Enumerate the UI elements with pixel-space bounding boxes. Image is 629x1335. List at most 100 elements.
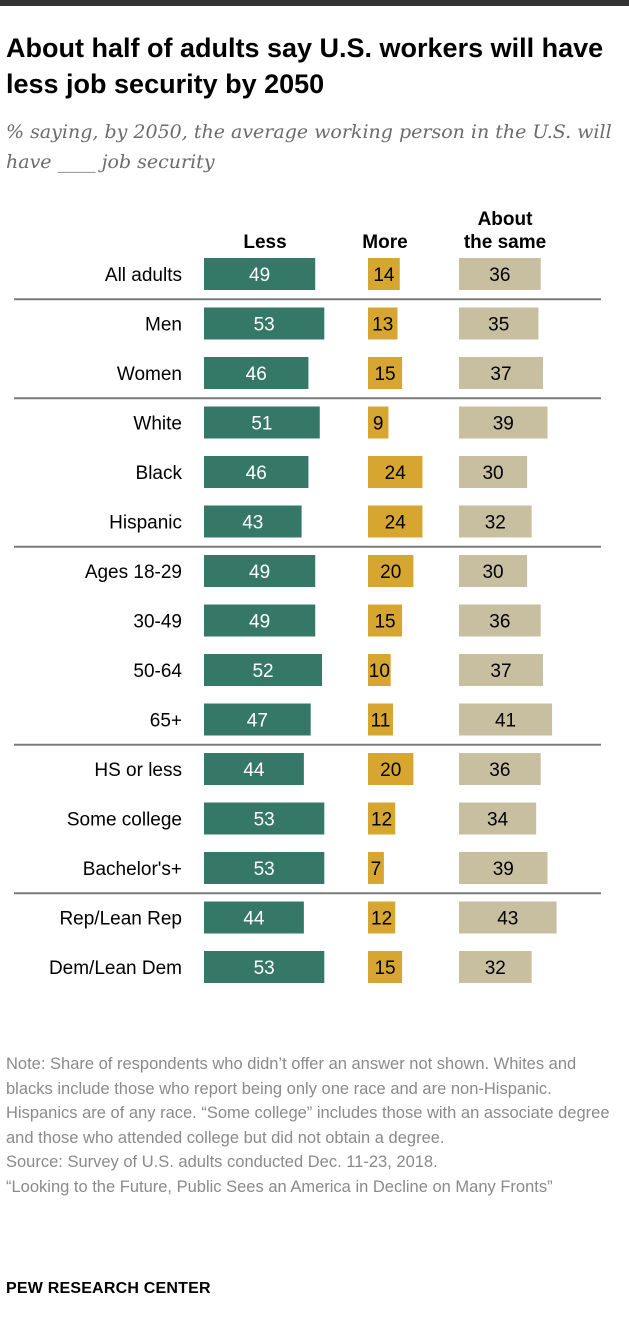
- bar-more: [368, 258, 400, 290]
- data-label-less: 43: [242, 513, 263, 534]
- bar-more: [368, 505, 423, 538]
- row-label: 65+: [150, 711, 182, 732]
- row-label: Women: [117, 364, 182, 385]
- brand-logo-text: PEW RESEARCH CENTER: [6, 1280, 211, 1297]
- data-label-about-the-same: 39: [493, 859, 514, 880]
- bar-more: [368, 555, 414, 587]
- data-label-about-the-same: 36: [489, 265, 510, 286]
- data-label-about-the-same: 34: [487, 810, 509, 831]
- column-header-about-the-same: the same: [464, 232, 546, 253]
- data-label-less: 51: [251, 414, 272, 435]
- bar-more: [368, 307, 398, 340]
- row-label: 30-49: [133, 612, 182, 633]
- row-label: Bachelor's+: [83, 859, 182, 880]
- bar-more: [368, 802, 396, 835]
- data-label-about-the-same: 43: [497, 909, 518, 930]
- data-label-about-the-same: 39: [493, 414, 514, 435]
- data-label-less: 49: [249, 265, 270, 286]
- row-label: Rep/Lean Rep: [59, 909, 182, 930]
- data-label-more: 12: [371, 810, 392, 831]
- bar-less: [204, 951, 325, 983]
- data-label-less: 44: [243, 760, 265, 781]
- data-label-more: 13: [372, 315, 393, 336]
- row-label: Ages 18-29: [85, 562, 182, 583]
- data-label-more: 15: [374, 612, 395, 633]
- data-label-less: 53: [254, 859, 275, 880]
- bar-about-the-same: [459, 258, 541, 290]
- data-label-about-the-same: 36: [489, 760, 510, 781]
- bar-less: [204, 505, 302, 538]
- data-label-more: 10: [369, 661, 390, 682]
- bar-less: [204, 555, 316, 587]
- bar-about-the-same: [459, 703, 553, 736]
- bar-less: [204, 456, 309, 488]
- top-rule: [0, 0, 629, 6]
- footer-note: Note: Share of respondents who didn’t of…: [6, 1055, 610, 1147]
- bar-more: [368, 703, 393, 736]
- data-label-less: 46: [246, 463, 267, 484]
- row-label: White: [133, 414, 182, 435]
- bar-less: [204, 604, 316, 637]
- data-label-more: 24: [385, 463, 407, 484]
- bar-less: [204, 901, 304, 934]
- data-label-less: 46: [246, 364, 267, 385]
- row-label: Some college: [67, 810, 182, 831]
- bar-less: [204, 357, 309, 389]
- data-label-less: 53: [254, 958, 275, 979]
- bar-about-the-same: [459, 456, 528, 488]
- row-label: Dem/Lean Dem: [49, 958, 182, 979]
- data-label-about-the-same: 36: [489, 612, 510, 633]
- bar-about-the-same: [459, 505, 532, 538]
- bar-less: [204, 802, 325, 835]
- data-label-more: 12: [371, 909, 392, 930]
- data-label-more: 14: [373, 265, 395, 286]
- bar-more: [368, 753, 414, 785]
- bar-more: [368, 456, 423, 488]
- row-label: Hispanic: [109, 513, 182, 534]
- column-header-less: Less: [243, 232, 286, 253]
- footer-source: Source: Survey of U.S. adults conducted …: [6, 1153, 438, 1171]
- data-label-less: 44: [243, 909, 265, 930]
- bar-about-the-same: [459, 852, 548, 884]
- bar-less: [204, 307, 325, 340]
- bar-about-the-same: [459, 406, 548, 439]
- bar-less: [204, 654, 323, 686]
- data-label-more: 11: [371, 711, 391, 732]
- row-label: Black: [136, 463, 183, 484]
- data-label-more: 9: [373, 414, 384, 435]
- bar-more: [368, 604, 403, 637]
- bar-more: [368, 654, 391, 686]
- bar-more: [368, 852, 384, 884]
- data-label-more: 15: [374, 364, 395, 385]
- data-label-less: 53: [254, 315, 275, 336]
- bar-less: [204, 703, 311, 736]
- data-label-less: 52: [252, 661, 273, 682]
- data-label-about-the-same: 32: [485, 513, 506, 534]
- data-label-more: 15: [374, 958, 395, 979]
- data-label-about-the-same: 32: [485, 958, 506, 979]
- bar-about-the-same: [459, 901, 557, 934]
- bar-less: [204, 852, 325, 884]
- data-label-more: 20: [380, 562, 401, 583]
- bar-about-the-same: [459, 654, 543, 686]
- data-label-less: 49: [249, 612, 270, 633]
- chart-subtitle: % saying, by 2050, the average working p…: [6, 121, 612, 173]
- data-label-about-the-same: 30: [482, 562, 503, 583]
- data-label-about-the-same: 41: [495, 711, 516, 732]
- bar-more: [368, 406, 389, 439]
- data-label-more: 24: [385, 513, 407, 534]
- bar-about-the-same: [459, 802, 537, 835]
- data-label-about-the-same: 37: [490, 364, 511, 385]
- data-label-less: 53: [254, 810, 275, 831]
- data-label-less: 47: [247, 711, 268, 732]
- footer-report-title: “Looking to the Future, Public Sees an A…: [6, 1177, 553, 1196]
- bar-less: [204, 753, 304, 785]
- bar-more: [368, 951, 403, 983]
- bar-more: [368, 901, 396, 934]
- data-label-about-the-same: 35: [488, 315, 509, 336]
- column-header-about-the-same: About: [478, 209, 534, 230]
- bar-about-the-same: [459, 555, 528, 587]
- data-label-more: 20: [380, 760, 401, 781]
- bar-about-the-same: [459, 604, 541, 637]
